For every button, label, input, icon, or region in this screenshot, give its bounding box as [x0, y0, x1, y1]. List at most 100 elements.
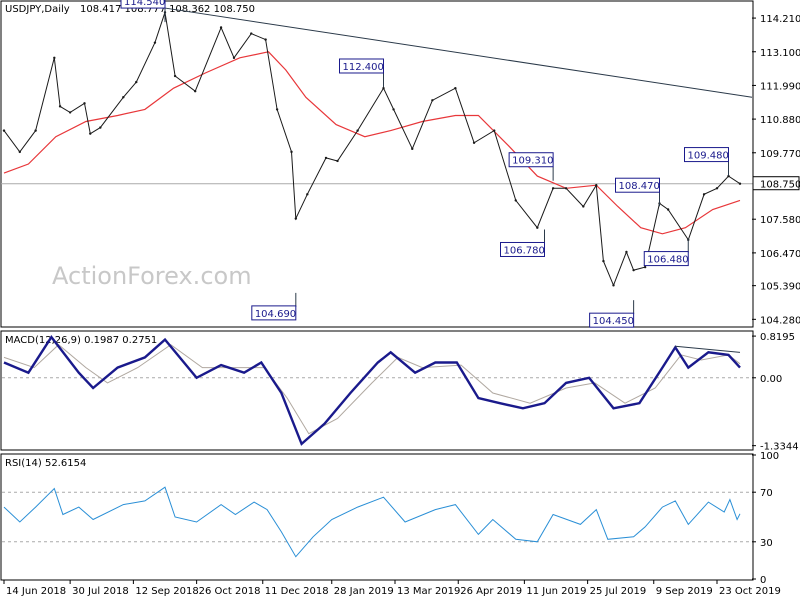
price-point	[264, 38, 267, 41]
rsi-label: RSI(14) 52.6154	[5, 458, 86, 469]
date-tick-label: 26 Oct 2018	[199, 586, 261, 597]
annotation-label: 109.480	[688, 151, 729, 162]
price-point	[564, 187, 568, 190]
macd-axis: 0.8195 0.00 -1.3344	[752, 332, 799, 453]
price-point	[153, 41, 157, 44]
rsi-axis: 100 70 30 0	[752, 451, 779, 586]
annotations-layer: 114.540 104.690 112.400 106.780 109.310 104.4…	[120, 0, 729, 328]
rsi-tick-label: 30	[760, 538, 773, 549]
rsi-tick-label: 0	[760, 575, 766, 586]
annotation-109.480: 109.480	[684, 147, 729, 176]
date-tick-label: 23 Oct 2019	[719, 586, 781, 597]
date-tick-label: 14 Jun 2018	[6, 586, 66, 597]
price-point	[18, 150, 22, 154]
date-axis: 14 Jun 2018 30 Jul 2018 12 Sep 2018 26 Oct …	[3, 580, 781, 597]
price-point	[715, 187, 719, 190]
date-tick-label: 9 Sep 2019	[656, 586, 713, 597]
annotation-label: 106.480	[647, 255, 688, 266]
price-point	[582, 205, 585, 208]
price-point	[324, 156, 328, 160]
price-point	[356, 129, 359, 132]
price-point	[232, 56, 236, 60]
price-point	[83, 102, 86, 105]
price-point	[612, 284, 615, 287]
date-tick-label: 12 Sep 2018	[135, 586, 198, 597]
price-tick-label: 109.770	[760, 149, 800, 160]
macd-trendline	[675, 345, 741, 353]
rsi-layer	[2, 486, 752, 558]
price-tick-label: 110.880	[760, 115, 800, 126]
annotation-label: 106.780	[504, 245, 545, 256]
price-point	[122, 96, 125, 99]
price-point	[551, 187, 555, 190]
macd-signal-line	[3, 344, 741, 435]
price-point	[53, 56, 56, 60]
price-point	[294, 217, 298, 220]
rsi-line	[3, 486, 741, 558]
price-point	[2, 129, 6, 132]
date-tick-label: 13 Mar 2019	[397, 586, 460, 597]
price-point	[382, 86, 385, 90]
price-point	[514, 199, 517, 202]
annotation-box	[500, 241, 545, 257]
price-point	[666, 208, 670, 211]
annotation-label: 104.690	[255, 309, 296, 320]
price-point	[492, 129, 496, 132]
price-point	[738, 182, 742, 185]
ohlc-values: 108.417 108.777 108.362 108.750	[80, 4, 255, 15]
price-point	[602, 259, 605, 263]
price-point	[219, 26, 223, 29]
last-price-tag: 108.750	[752, 176, 800, 191]
price-point	[392, 108, 395, 111]
annotation-109.310: 109.310	[508, 152, 554, 181]
price-point	[275, 108, 279, 111]
macd-line	[3, 335, 741, 446]
annotation-112.400: 112.400	[339, 58, 384, 87]
price-point	[411, 147, 414, 151]
annotation-box	[508, 152, 554, 168]
main-panel-frame	[0, 0, 754, 328]
price-point	[595, 184, 598, 187]
date-tick-label: 11 Jun 2019	[526, 586, 586, 597]
price-point	[431, 99, 434, 102]
annotation-108.470: 108.470	[615, 177, 660, 207]
annotation-box	[615, 177, 660, 193]
annotation-box	[120, 0, 166, 9]
price-tick-label: 104.280	[760, 315, 800, 326]
annotation-box	[589, 312, 635, 328]
price-point	[702, 193, 706, 196]
price-point	[336, 159, 339, 163]
price-point	[34, 129, 37, 132]
price-tick-label: 113.100	[760, 48, 800, 59]
macd-panel-frame	[0, 330, 754, 451]
price-point	[250, 32, 253, 35]
price-tick-label: 106.470	[760, 249, 800, 260]
resistance-trendline	[164, 7, 753, 98]
price-point	[290, 150, 293, 154]
price-point	[193, 89, 197, 93]
price-tick-label: 111.990	[760, 81, 800, 92]
price-tick-label: 105.390	[760, 282, 800, 293]
annotation-box	[251, 305, 297, 321]
price-point	[727, 174, 730, 178]
date-tick-label: 26 Apr 2019	[460, 586, 522, 597]
macd-tick-label: 0.8195	[760, 332, 795, 343]
price-point	[632, 268, 635, 272]
price-point	[99, 126, 102, 129]
macd-label: MACD(12,26,9) 0.1987 0.2751	[5, 335, 157, 346]
annotation-104.690: 104.690	[251, 292, 297, 321]
rsi-tick-label: 100	[760, 451, 779, 462]
price-point	[536, 226, 539, 229]
macd-tick-label: 0.00	[760, 374, 782, 385]
price-point	[454, 86, 457, 90]
symbol-title: USDJPY,Daily	[5, 4, 70, 15]
macd-tick-label: -1.3344	[760, 442, 799, 453]
date-tick-label: 25 Jul 2019	[590, 586, 647, 597]
annotation-label: 108.470	[619, 181, 660, 192]
date-tick-label: 30 Jul 2018	[72, 586, 129, 597]
price-point	[58, 105, 62, 108]
price-tick-label: 114.210	[760, 14, 800, 25]
price-point	[68, 111, 72, 114]
